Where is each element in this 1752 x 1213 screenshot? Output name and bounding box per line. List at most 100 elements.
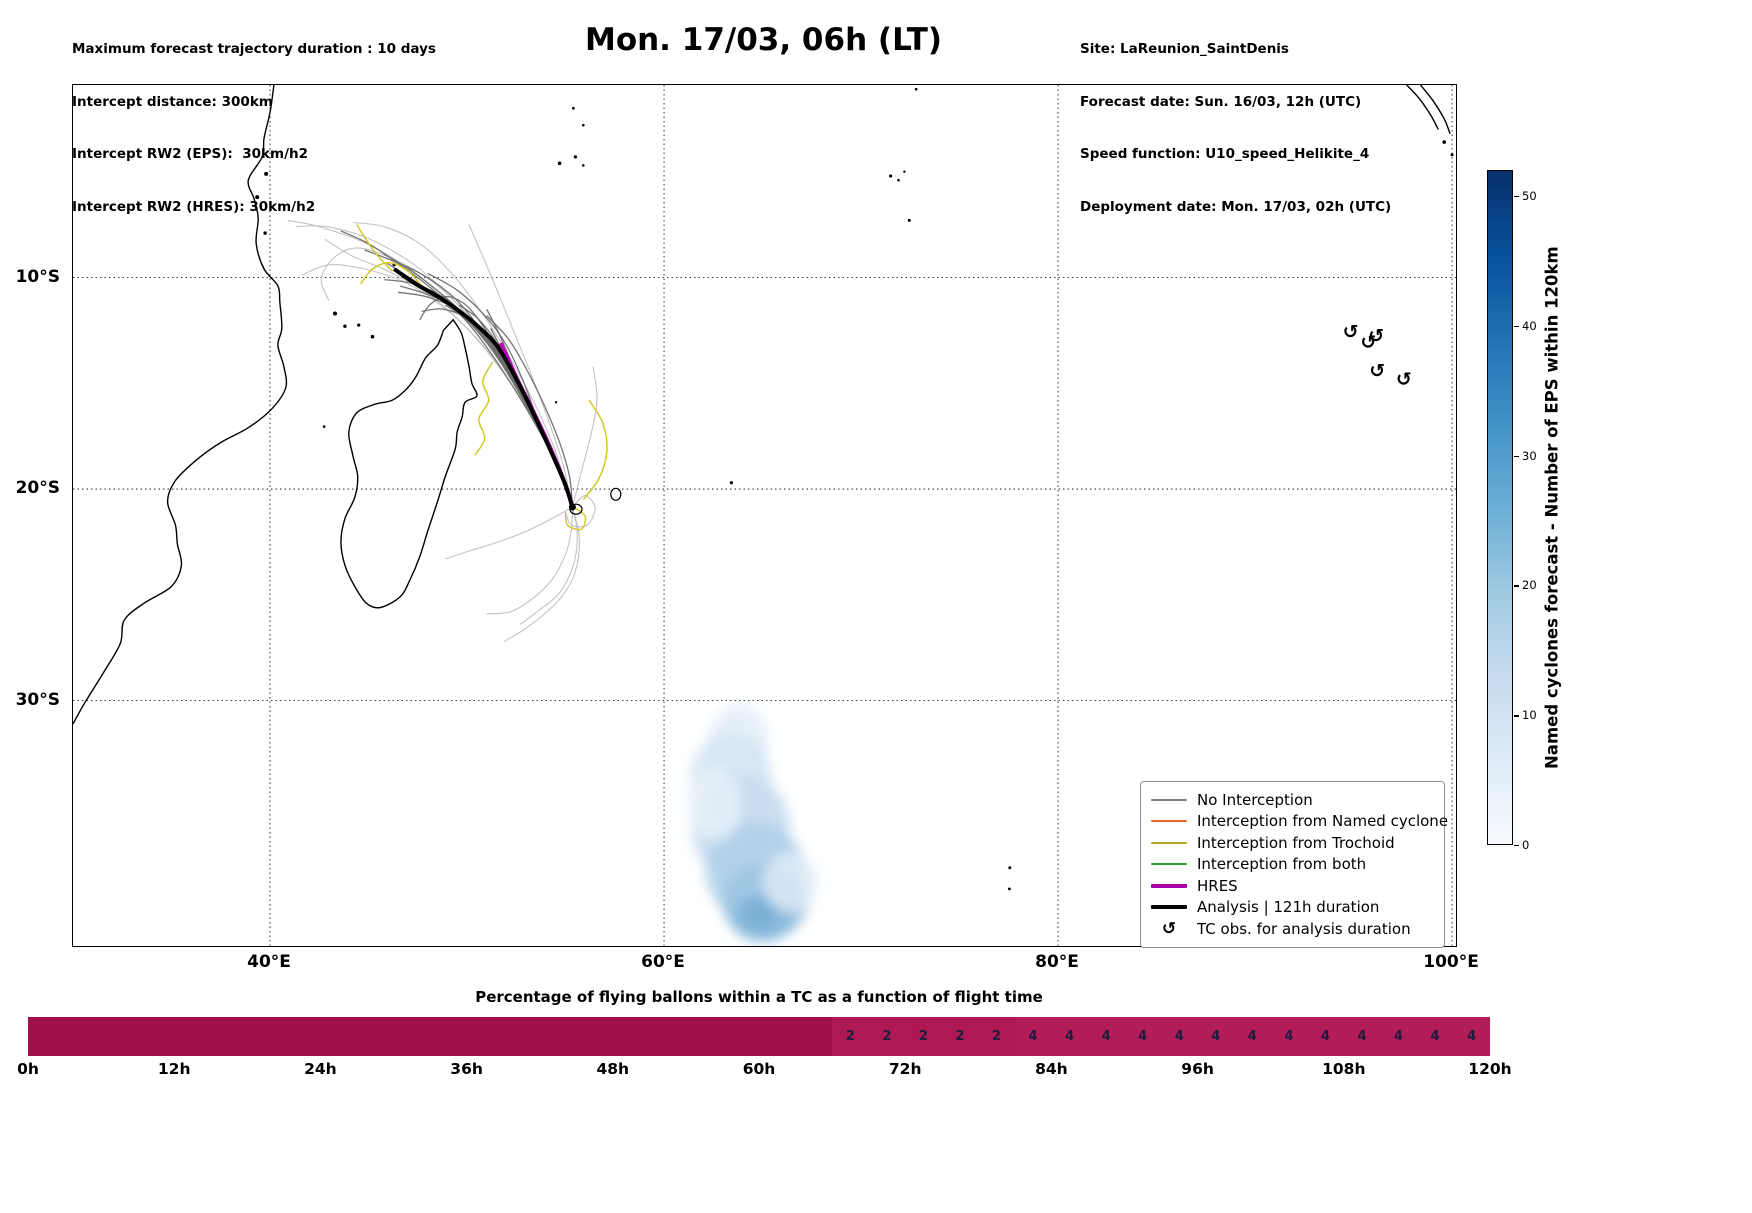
tc-percentage-cell: 4 xyxy=(1087,1017,1125,1056)
launch-point xyxy=(568,503,576,511)
island-dot xyxy=(572,106,575,110)
legend-item: ↺ TC obs. for analysis duration xyxy=(1149,918,1436,940)
info-line-forecast-date: Forecast date: Sun. 16/03, 12h (UTC) xyxy=(1080,93,1362,110)
island-dot xyxy=(889,174,893,178)
island-dot xyxy=(1450,153,1454,157)
ensemble-track xyxy=(486,506,573,615)
colorbar xyxy=(1487,170,1513,845)
trochoid-track xyxy=(564,507,587,531)
legend-item: No Interception xyxy=(1149,789,1436,811)
island-dot xyxy=(264,171,269,176)
info-line-speed-function: Speed function: U10_speed_Helikite_4 xyxy=(1080,146,1370,162)
coastline-sumatra-coast-a xyxy=(1406,85,1439,130)
tc-percentage-cell: 4 xyxy=(1380,1017,1417,1056)
tc-percentage-cell xyxy=(137,1017,175,1056)
tc-percentage-cell: 4 xyxy=(1416,1017,1454,1056)
tc-percentage-cell xyxy=(758,1017,796,1056)
tc-percentage-cell: 4 xyxy=(1051,1017,1088,1056)
flight-time-tick-label: 0h xyxy=(17,1060,39,1078)
tc-percentage-cell: 4 xyxy=(1453,1017,1490,1056)
coastline-africa-east-coast xyxy=(73,85,288,725)
tc-obs-legend-icon: ↺ xyxy=(1161,918,1177,939)
tc-percentage-cell: 4 xyxy=(1270,1017,1308,1056)
legend-label: Interception from Trochoid xyxy=(1197,833,1395,852)
ensemble-track xyxy=(468,224,573,508)
island-dot xyxy=(1442,140,1446,144)
colorbar-tick-label: 20 xyxy=(1522,578,1537,593)
colorbar-tick xyxy=(1514,845,1519,847)
legend-label: HRES xyxy=(1197,876,1238,895)
island-dot xyxy=(370,334,375,339)
island-dot xyxy=(903,170,906,173)
legend-line-swatch xyxy=(1149,863,1189,866)
colorbar-label: Named cyclones forecast - Number of EPS … xyxy=(1542,246,1562,769)
info-line-duration: Maximum forecast trajectory duration : 1… xyxy=(72,41,436,57)
flight-time-tick-label: 36h xyxy=(450,1060,483,1078)
island-dot xyxy=(582,164,585,167)
island-outline xyxy=(569,503,583,515)
legend-line xyxy=(1151,798,1187,801)
tc-percentage-cell xyxy=(174,1017,211,1056)
ensemble-track xyxy=(385,262,574,508)
ensemble-track xyxy=(383,253,574,508)
y-tick-label: 10°S xyxy=(15,266,60,287)
legend-label: Interception from Named cyclone xyxy=(1197,812,1449,831)
ensemble-track xyxy=(445,506,573,560)
flight-time-tick-label: 84h xyxy=(1035,1060,1068,1078)
tc-observation-symbols: ↺ ↺↺↺ ↺ xyxy=(1343,321,1412,391)
colorbar-tick-label: 0 xyxy=(1522,838,1530,852)
y-tick-label: 30°S xyxy=(15,689,60,710)
colorbar-tick-label: 50 xyxy=(1522,188,1537,203)
island-dot xyxy=(573,155,577,159)
legend-label: Interception from both xyxy=(1197,855,1367,874)
island-dot xyxy=(582,123,585,127)
flight-time-tick-label: 72h xyxy=(888,1060,922,1078)
tc-percentage-cell xyxy=(503,1017,540,1056)
trochoid-track xyxy=(582,399,608,501)
map-canvas: ↺ ↺↺↺ ↺ xyxy=(73,85,1456,946)
header-info-right: Site: LaReunion_SaintDenis Forecast date… xyxy=(1080,6,1391,251)
legend-line xyxy=(1151,841,1187,844)
tc-percentage-cell: 4 xyxy=(1197,1017,1235,1056)
legend-item: Interception from Trochoid xyxy=(1149,832,1436,854)
legend-line-swatch xyxy=(1149,798,1189,801)
island-dot xyxy=(322,425,326,428)
info-line-intercept-distance: Intercept distance: 300km xyxy=(72,93,273,110)
named-cyclone-density-blob xyxy=(687,704,818,942)
tc-percentage-cell: 2 xyxy=(941,1017,979,1056)
tc-percentage-cell xyxy=(210,1017,248,1056)
coastlines xyxy=(73,85,1451,725)
legend-item: Interception from Named cyclone xyxy=(1149,811,1448,833)
x-tick-label: 60°E xyxy=(641,952,685,972)
tc-percentage-cell xyxy=(649,1017,686,1056)
y-tick-label: 20°S xyxy=(15,478,60,499)
island-dot xyxy=(729,481,734,485)
flight-time-tick-label: 96h xyxy=(1181,1060,1214,1078)
tc-percentage-cell xyxy=(612,1017,650,1056)
legend-line xyxy=(1151,820,1187,823)
trochoid-track xyxy=(474,361,494,456)
legend-line xyxy=(1151,883,1187,888)
tc-percentage-cell: 2 xyxy=(832,1017,869,1056)
legend-line-swatch xyxy=(1149,883,1189,888)
ensemble-track xyxy=(364,249,574,508)
tc-percentage-cell xyxy=(356,1017,394,1056)
colorbar-tick xyxy=(1514,715,1519,717)
legend-label: TC obs. for analysis duration xyxy=(1197,919,1411,938)
tc-percentage-cell xyxy=(430,1017,467,1056)
legend-line-swatch xyxy=(1149,905,1189,910)
island-dot xyxy=(557,161,562,166)
legend-item: HRES xyxy=(1149,875,1436,897)
tc-obs-icon: ↺ xyxy=(1368,325,1384,347)
legend-item: Analysis | 121h duration xyxy=(1149,897,1436,919)
island-outline xyxy=(610,487,622,501)
flight-time-tick-label: 60h xyxy=(742,1060,776,1078)
analysis-track xyxy=(392,267,576,511)
density-ellipse xyxy=(762,852,818,913)
density-ellipse xyxy=(742,895,779,930)
tc-percentage-cell: 2 xyxy=(868,1017,906,1056)
info-line-intercept-hres: Intercept RW2 (HRES): 30km/h2 xyxy=(72,198,316,215)
tc-percentage-cell: 4 xyxy=(1234,1017,1271,1056)
tc-percentage-cell xyxy=(101,1017,138,1056)
